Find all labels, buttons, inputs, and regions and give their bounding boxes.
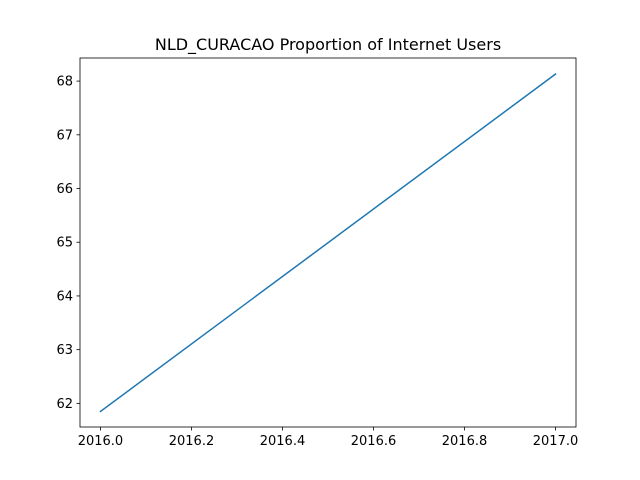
y-tick-label: 65 [56, 236, 73, 251]
y-tick-label: 68 [56, 75, 73, 90]
x-tick-label: 2016.6 [351, 434, 397, 449]
series-line-1 [99, 73, 557, 413]
y-tick-label: 64 [56, 289, 73, 304]
x-tick-label: 2016.0 [78, 434, 124, 449]
y-tick-label: 63 [56, 343, 73, 358]
y-tick-label: 67 [56, 128, 73, 143]
x-tick-label: 2016.8 [442, 434, 488, 449]
x-tick-label: 2016.4 [260, 434, 306, 449]
y-tick-label: 66 [56, 182, 73, 197]
axes-frame [79, 57, 577, 428]
y-tick-label: 62 [56, 397, 73, 412]
chart-title: NLD_CURACAO Proportion of Internet Users [155, 35, 501, 55]
x-tick-label: 2017.0 [533, 434, 579, 449]
plot-area: 2016.0 2016.2 2016.4 2016.6 2016.8 2017.0 62 63… [56, 57, 579, 449]
x-tick-label: 2016.2 [169, 434, 215, 449]
